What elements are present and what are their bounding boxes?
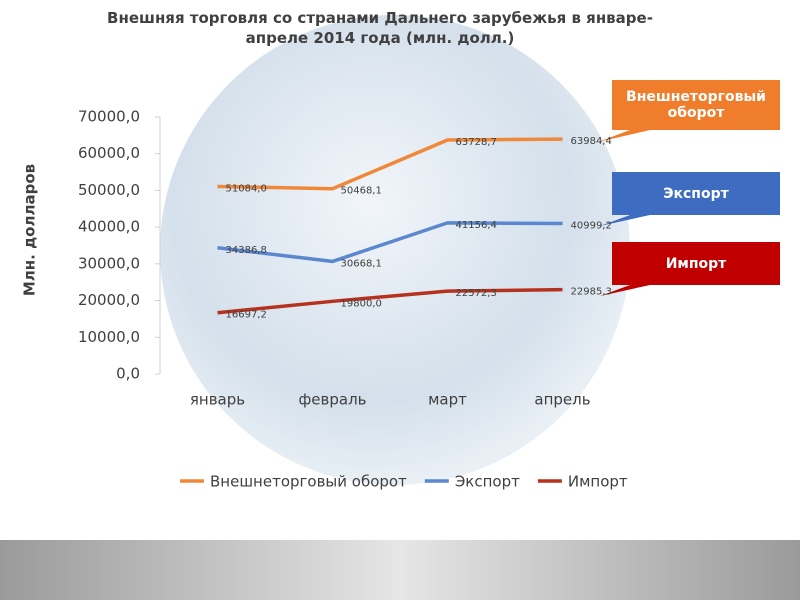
- y-tick-label: 60000,0: [78, 144, 140, 162]
- y-tick-label: 50000,0: [78, 181, 140, 199]
- data-label: 22985,3: [571, 287, 612, 298]
- series-line: [217, 221, 563, 264]
- data-label: 41156,4: [456, 220, 497, 231]
- data-label: 63728,7: [456, 137, 497, 148]
- globe-background: [160, 15, 630, 485]
- chart-title: Внешняя торговля со странами Дальнего за…: [107, 9, 653, 47]
- callout-box: [598, 80, 780, 142]
- legend-label: Импорт: [568, 473, 628, 491]
- x-tick-label: январь: [190, 391, 245, 409]
- x-tick-label: март: [428, 391, 467, 409]
- footer-bar: [0, 540, 800, 600]
- callout-box: [600, 242, 780, 296]
- callout-text: Экспорт: [663, 185, 729, 202]
- series-line: [217, 287, 563, 315]
- data-label: 34386,8: [226, 245, 267, 256]
- y-tick-label: 30000,0: [78, 254, 140, 272]
- y-tick-label: 70000,0: [78, 108, 140, 126]
- callout-text: Внешнеторговый оборот: [626, 89, 766, 121]
- callout-text: Импорт: [665, 255, 727, 272]
- data-label: 40999,2: [571, 220, 612, 231]
- callout-box: [600, 172, 780, 226]
- x-tick-label: февраль: [298, 391, 366, 409]
- data-label: 19800,0: [341, 298, 382, 309]
- y-tick-label: 10000,0: [78, 328, 140, 346]
- y-tick-label: 40000,0: [78, 218, 140, 236]
- x-tick-label: апрель: [534, 391, 590, 409]
- series-line: [217, 137, 563, 191]
- y-tick-label: 0,0: [116, 365, 140, 383]
- legend-label: Экспорт: [455, 473, 520, 491]
- y-tick-label: 20000,0: [78, 291, 140, 309]
- data-label: 63984,4: [571, 136, 612, 147]
- data-label: 16697,2: [226, 310, 267, 321]
- data-label: 30668,1: [341, 258, 382, 269]
- data-label: 51084,0: [226, 183, 267, 194]
- data-label: 50468,1: [341, 186, 382, 197]
- data-label: 22572,3: [456, 288, 497, 299]
- legend-label: Внешнеторговый оборот: [210, 473, 407, 491]
- y-axis-label: Млн. долларов: [21, 164, 39, 296]
